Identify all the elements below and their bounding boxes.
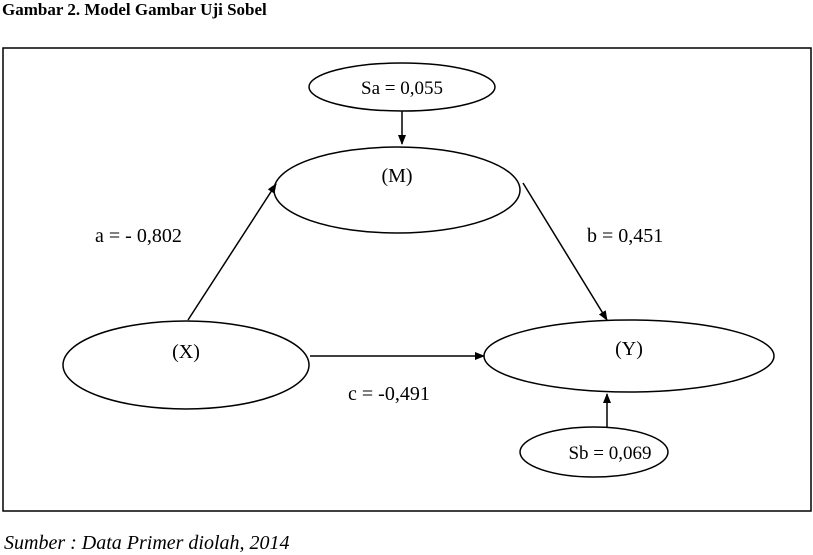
path-a-label: a = - 0,802 bbox=[95, 225, 182, 247]
path-c-label: c = -0,491 bbox=[348, 383, 430, 405]
diagram-frame bbox=[2, 47, 812, 512]
figure-caption: Gambar 2. Model Gambar Uji Sobel bbox=[2, 0, 267, 19]
mediator-node bbox=[273, 146, 521, 234]
path-b-label: b = 0,451 bbox=[587, 225, 663, 247]
sa-label: Sa = 0,055 bbox=[361, 78, 443, 99]
m-label: (M) bbox=[381, 165, 412, 187]
sb-label: Sb = 0,069 bbox=[568, 443, 651, 464]
m-to-y-arrow bbox=[522, 182, 608, 321]
figure-source: Sumber : Data Primer diolah, 2014 bbox=[4, 532, 290, 554]
x-node bbox=[62, 320, 310, 410]
x-to-m-arrow bbox=[187, 183, 277, 321]
sb-node bbox=[519, 426, 669, 478]
x-label: (X) bbox=[172, 341, 200, 363]
y-label: (Y) bbox=[615, 338, 643, 360]
